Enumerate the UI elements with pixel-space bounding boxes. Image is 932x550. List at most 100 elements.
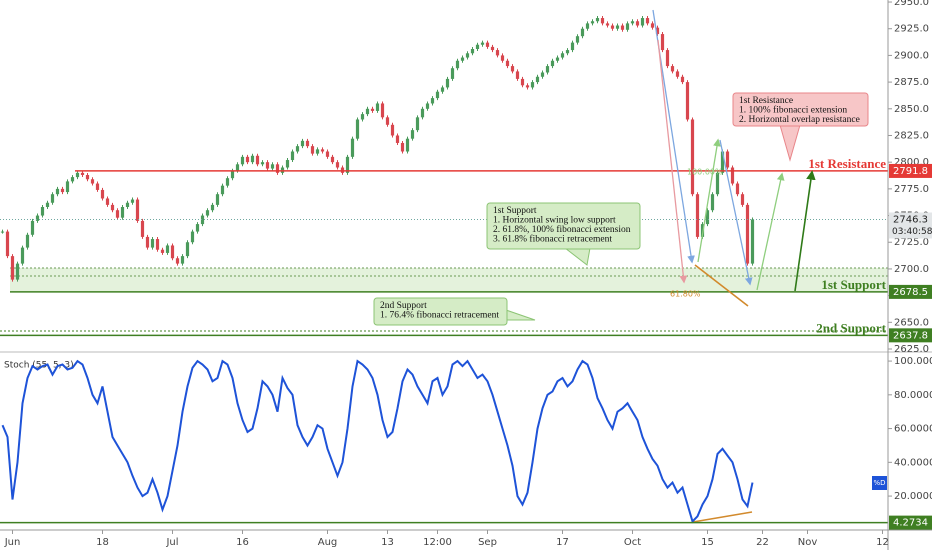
- candle: [535, 76, 540, 83]
- candle: [480, 42, 485, 45]
- candle: [235, 164, 240, 171]
- candle: [580, 28, 585, 37]
- note-pointer: [505, 309, 536, 321]
- candle: [240, 156, 245, 165]
- price-marker-label: 2791.8: [893, 166, 928, 177]
- x-tick-label: 12:00: [423, 537, 452, 548]
- price-marker: [889, 328, 932, 343]
- candle: [85, 174, 90, 180]
- price-marker: [889, 212, 932, 239]
- y-tick-label: 80.0000: [894, 390, 932, 401]
- candle: [320, 149, 325, 152]
- x-tick-label: 12: [876, 537, 889, 548]
- candle: [190, 231, 195, 243]
- stoch-line: [1, 359, 754, 524]
- candle: [305, 140, 310, 147]
- note-text: 2. Horizontal overlap resistance: [739, 115, 860, 125]
- x-tick-label: 15: [701, 537, 714, 548]
- candle: [230, 170, 235, 179]
- series-tag: %D: [873, 479, 885, 487]
- level-label: 2nd Support: [816, 320, 886, 335]
- candle: [630, 21, 635, 24]
- candle: [270, 164, 275, 169]
- candle: [205, 210, 210, 216]
- candle: [550, 60, 555, 67]
- candle: [365, 108, 370, 115]
- candle: [100, 189, 105, 199]
- x-tick-label: 17: [556, 537, 569, 548]
- candle: [520, 78, 525, 86]
- candle: [525, 85, 530, 88]
- arrow: [657, 39, 688, 284]
- candle: [735, 183, 740, 195]
- x-tick-label: Jul: [165, 537, 178, 548]
- candle: [350, 138, 355, 157]
- candle: [605, 23, 610, 26]
- y-tick-label: 2850.0: [894, 104, 929, 115]
- candle: [90, 179, 95, 184]
- candle: [430, 98, 435, 104]
- candle: [510, 66, 515, 72]
- candle: [255, 155, 260, 165]
- candle: [465, 53, 470, 58]
- note-text: 1. Horizontal swing low support: [493, 216, 616, 226]
- candle: [440, 87, 445, 92]
- candle: [565, 50, 570, 54]
- candle: [380, 103, 385, 118]
- candle: [185, 242, 190, 257]
- candle: [195, 224, 200, 232]
- indicator-title: Stoch (55, 5, 3): [4, 361, 74, 371]
- candle: [710, 194, 715, 211]
- candle: [470, 49, 475, 54]
- candle: [640, 18, 645, 26]
- candle: [310, 146, 315, 154]
- price-marker-label: 2746.3: [893, 215, 928, 226]
- candle: [645, 18, 650, 24]
- note-box: [486, 202, 641, 250]
- candle: [15, 263, 20, 280]
- x-tick-label: Nov: [798, 537, 818, 548]
- candle: [45, 202, 50, 208]
- y-tick-label: 2950.0: [894, 0, 929, 8]
- candle: [495, 50, 500, 56]
- candle: [370, 108, 375, 111]
- y-tick-label: 2800.0: [894, 157, 929, 168]
- candle: [375, 103, 380, 111]
- note-pointer: [563, 247, 591, 266]
- candle: [160, 249, 165, 253]
- candle: [560, 53, 565, 58]
- candle: [500, 55, 505, 61]
- candle: [615, 25, 620, 29]
- candle: [55, 188, 60, 195]
- candle: [40, 207, 45, 216]
- divergence-line: [694, 264, 749, 307]
- candle: [265, 162, 270, 169]
- note-text: 1st Resistance: [739, 96, 793, 106]
- candle: [610, 25, 615, 29]
- candle: [450, 68, 455, 79]
- note-box: [732, 92, 869, 127]
- candle: [120, 207, 125, 218]
- candle: [295, 146, 300, 152]
- candle: [285, 160, 290, 168]
- candle: [570, 42, 575, 51]
- candle: [355, 119, 360, 139]
- y-tick-label: 60.0000: [894, 424, 932, 435]
- candle: [600, 18, 605, 24]
- price-pane: [0, 16, 888, 337]
- candle: [385, 117, 390, 125]
- fib-label: 100.00%: [687, 168, 723, 177]
- candle: [0, 231, 5, 233]
- x-tick-label: Aug: [318, 537, 338, 548]
- candle: [70, 177, 75, 182]
- divergence-line: [692, 511, 753, 523]
- series-tag-bg: [872, 476, 887, 490]
- price-marker-label: 2678.5: [893, 287, 928, 298]
- candle: [540, 72, 545, 77]
- y-tick-label: 2650.0: [894, 317, 929, 328]
- note-text: 1. 100% fibonacci extension: [739, 105, 847, 116]
- candle: [555, 57, 560, 61]
- candle: [635, 21, 640, 26]
- candle: [390, 124, 395, 136]
- candle: [405, 138, 410, 152]
